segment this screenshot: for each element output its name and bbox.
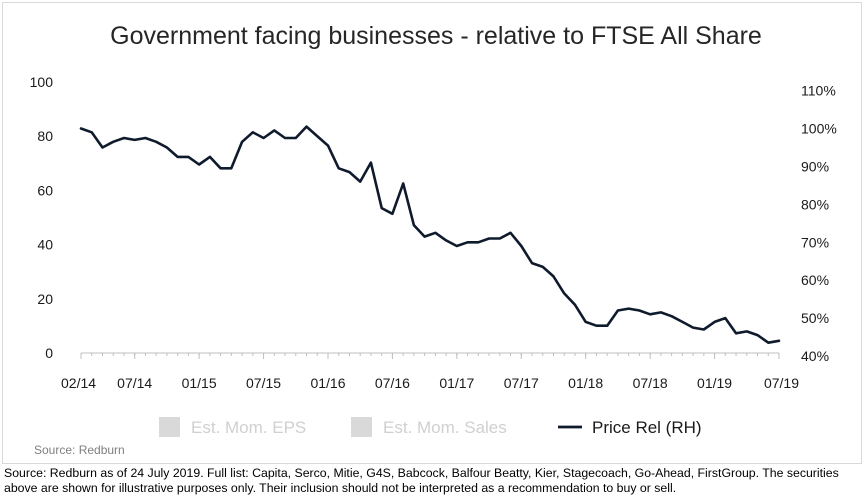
x-tick-label: 01/16 xyxy=(310,375,345,391)
chart-frame: Government facing businesses - relative … xyxy=(2,2,862,464)
left-tick-label: 40 xyxy=(37,237,53,253)
x-tick-label: 07/16 xyxy=(375,375,410,391)
x-tick-label: 07/15 xyxy=(246,375,281,391)
chart: Government facing businesses - relative … xyxy=(30,22,837,457)
legend-swatch xyxy=(351,417,372,437)
left-tick-label: 20 xyxy=(37,291,53,307)
right-tick-label: 110% xyxy=(801,83,836,99)
right-tick-label: 50% xyxy=(801,310,829,326)
left-tick-label: 60 xyxy=(37,182,53,198)
left-axis-ticks: 0 20 40 60 80 100 xyxy=(30,74,54,361)
chart-title: Government facing businesses - relative … xyxy=(110,22,762,50)
legend-swatch xyxy=(159,417,180,437)
left-tick-label: 80 xyxy=(37,128,53,144)
x-axis-ticks: 02/14 07/14 01/15 07/15 01/16 07/16 01/17 07/17… xyxy=(61,353,799,391)
x-tick-label: 02/14 xyxy=(61,375,96,391)
legend-label: Est. Mom. Sales xyxy=(383,418,507,437)
source-label: Source: Redburn xyxy=(34,443,125,457)
right-tick-label: 70% xyxy=(801,234,829,250)
right-tick-label: 80% xyxy=(801,196,829,212)
x-tick-label: 01/19 xyxy=(697,375,732,391)
right-tick-label: 100% xyxy=(801,121,837,137)
x-tick-label: 07/19 xyxy=(764,375,799,391)
right-tick-label: 90% xyxy=(801,158,829,174)
series-group xyxy=(79,125,781,345)
right-axis-ticks: 40% 50% 60% 70% 80% 90% 100% 110% xyxy=(801,83,837,364)
legend: Est. Mom. EPS Est. Mom. Sales Price Rel (R… xyxy=(159,417,702,437)
left-tick-label: 100 xyxy=(30,74,54,90)
left-tick-label: 0 xyxy=(45,345,53,361)
x-tick-label: 01/17 xyxy=(439,375,474,391)
x-tick-label: 07/17 xyxy=(504,375,539,391)
x-tick-label: 01/15 xyxy=(182,375,217,391)
x-tick-label: 01/18 xyxy=(568,375,603,391)
right-tick-label: 40% xyxy=(801,348,829,364)
legend-label: Price Rel (RH) xyxy=(592,418,702,437)
legend-label: Est. Mom. EPS xyxy=(191,418,306,437)
right-tick-label: 60% xyxy=(801,272,829,288)
x-tick-label: 07/14 xyxy=(117,375,152,391)
series-line-price-rel xyxy=(79,125,781,345)
x-tick-label: 07/18 xyxy=(633,375,668,391)
footnote: Source: Redburn as of 24 July 2019. Full… xyxy=(4,466,839,495)
